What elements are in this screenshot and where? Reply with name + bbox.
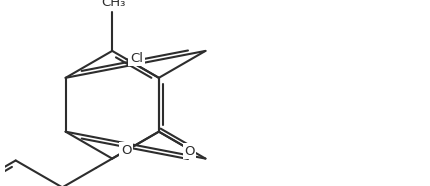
Text: O: O xyxy=(121,144,132,157)
Text: Cl: Cl xyxy=(130,52,143,65)
Text: O: O xyxy=(184,145,195,158)
Text: CH₃: CH₃ xyxy=(101,0,126,9)
